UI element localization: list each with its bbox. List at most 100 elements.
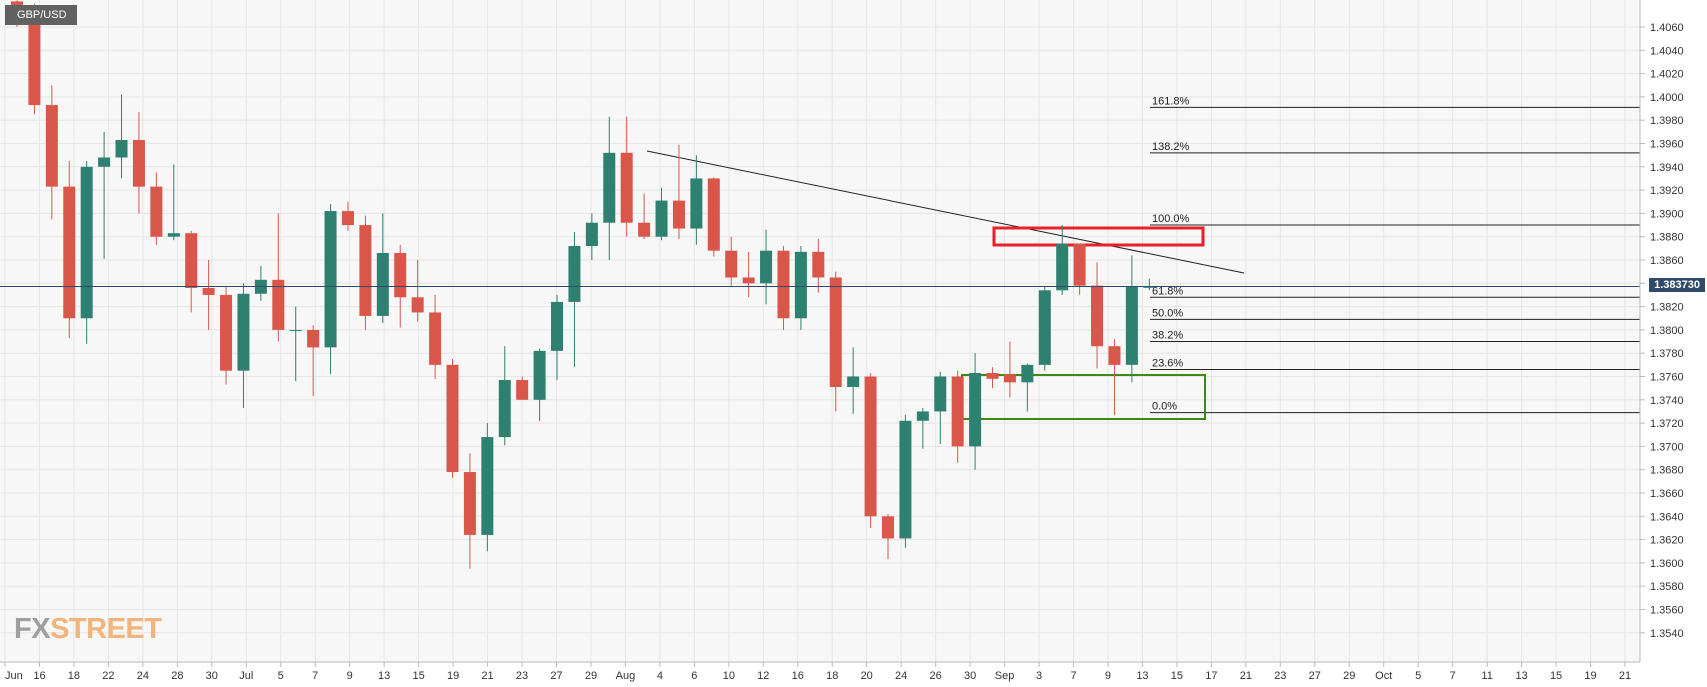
candle[interactable] <box>969 353 982 470</box>
candle[interactable] <box>481 423 494 552</box>
candle[interactable] <box>655 187 668 241</box>
candle[interactable] <box>794 246 807 330</box>
candle[interactable] <box>742 251 755 298</box>
candle[interactable] <box>98 131 111 259</box>
candle-body <box>533 350 546 400</box>
candle[interactable] <box>132 112 145 214</box>
grid <box>0 0 1640 662</box>
candle[interactable] <box>115 94 128 179</box>
x-tick-label: 20 <box>861 670 873 682</box>
y-tick-label: 1.4060 <box>1650 22 1684 34</box>
candle[interactable] <box>307 325 320 397</box>
candle[interactable] <box>289 306 302 382</box>
y-tick-label: 1.3920 <box>1650 185 1684 197</box>
candle-body <box>202 287 215 295</box>
y-tick-label: 1.4040 <box>1650 45 1684 57</box>
candle[interactable] <box>359 215 372 330</box>
x-tick-label: Oct <box>1375 670 1392 682</box>
candle-body <box>777 250 790 319</box>
candle[interactable] <box>237 283 250 408</box>
candle[interactable] <box>951 370 964 463</box>
candle[interactable] <box>934 371 947 445</box>
candle[interactable] <box>1125 255 1138 383</box>
x-tick-label: 21 <box>1619 670 1631 682</box>
candle[interactable] <box>812 239 825 293</box>
candle[interactable] <box>1003 341 1016 398</box>
candle[interactable] <box>324 204 337 375</box>
candle-body <box>620 152 633 223</box>
trendline[interactable] <box>646 150 1245 274</box>
candle-body <box>324 211 337 348</box>
candle[interactable] <box>516 376 529 400</box>
candle-body <box>864 376 877 517</box>
candle-body <box>307 329 320 348</box>
candle[interactable] <box>45 85 58 220</box>
candle[interactable] <box>916 407 929 449</box>
candle[interactable] <box>568 232 581 368</box>
candle[interactable] <box>533 348 546 421</box>
y-tick-label: 1.3680 <box>1650 465 1684 477</box>
candle[interactable] <box>220 286 233 385</box>
candle[interactable] <box>638 193 651 240</box>
candle[interactable] <box>1038 286 1051 371</box>
fib-level-label: 138.2% <box>1152 141 1190 153</box>
resistance-zone-box[interactable] <box>992 226 1205 247</box>
fib-level-label: 0.0% <box>1152 401 1177 413</box>
candle-body <box>760 250 773 284</box>
candle[interactable] <box>672 144 685 240</box>
candle[interactable] <box>1091 262 1104 369</box>
candle-body <box>1038 290 1051 365</box>
x-tick-label: Sep <box>995 670 1015 682</box>
price-axis[interactable]: 1.4060 1.4040 1.4020 1.4000 1.3980 1.3960 1.39… <box>1640 22 1684 640</box>
candle[interactable] <box>707 177 720 257</box>
candle[interactable] <box>551 294 564 380</box>
candle[interactable] <box>446 359 459 478</box>
time-axis[interactable]: Jun 16 18 22 24 28 30 Jul 5 7 9 13 15 19 21 23 27 29 Aug 4 6… <box>4 662 1631 682</box>
candle[interactable] <box>341 201 354 231</box>
candle-body <box>725 250 738 278</box>
candle-body <box>568 246 581 302</box>
candle[interactable] <box>63 160 76 339</box>
candle[interactable] <box>272 213 285 342</box>
x-tick-label: 7 <box>312 670 318 682</box>
candle-body <box>98 157 111 167</box>
candle[interactable] <box>150 172 163 245</box>
candle-body <box>707 178 720 251</box>
candle-body <box>411 297 424 313</box>
candle[interactable] <box>80 160 93 344</box>
candle[interactable] <box>411 260 424 322</box>
candle[interactable] <box>429 294 442 379</box>
y-tick-label: 1.4020 <box>1650 69 1684 81</box>
candle[interactable] <box>986 367 999 389</box>
candle[interactable] <box>725 236 738 286</box>
x-tick-label: 10 <box>723 670 735 682</box>
fib-level-label: 161.8% <box>1152 95 1190 107</box>
candle[interactable] <box>167 164 180 241</box>
candle[interactable] <box>864 373 877 528</box>
candle[interactable] <box>690 155 703 245</box>
candle[interactable] <box>585 213 598 260</box>
candle[interactable] <box>777 246 790 330</box>
candle[interactable] <box>1143 278 1156 291</box>
candle[interactable] <box>899 414 912 548</box>
candle[interactable] <box>620 116 633 237</box>
candle[interactable] <box>376 213 389 323</box>
fxstreet-logo: FXSTREET <box>14 613 162 646</box>
candle[interactable] <box>603 116 616 260</box>
candle[interactable] <box>185 230 198 313</box>
candle-body <box>1143 286 1156 288</box>
candle[interactable] <box>463 453 476 569</box>
candle-body <box>812 251 825 278</box>
y-tick-label: 1.3720 <box>1650 418 1684 430</box>
candle[interactable] <box>847 347 860 414</box>
candle[interactable] <box>498 346 511 446</box>
candle[interactable] <box>829 271 842 412</box>
candle[interactable] <box>760 229 773 305</box>
candle[interactable] <box>1108 339 1121 415</box>
candle[interactable] <box>1021 363 1034 412</box>
candle[interactable] <box>882 513 894 560</box>
candle[interactable] <box>202 260 215 330</box>
candle[interactable] <box>1056 225 1069 295</box>
x-tick-label: 7 <box>1070 670 1076 682</box>
